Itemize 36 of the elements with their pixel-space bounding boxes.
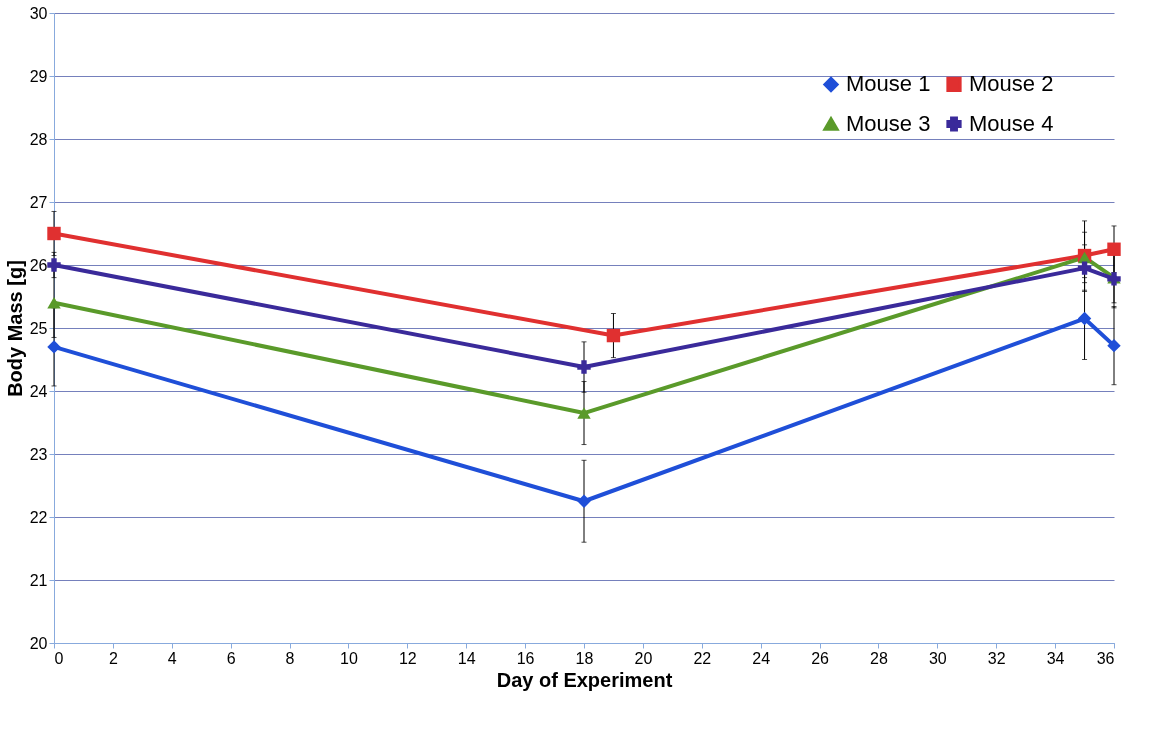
y-tick-label: 20 (29, 634, 48, 652)
y-tick-label: 23 (29, 445, 48, 463)
x-axis-title: Day of Experiment (496, 668, 673, 691)
y-tick-label: 21 (29, 571, 48, 589)
y-tick-label: 30 (29, 4, 48, 22)
y-axis-title: Body Mass [g] (3, 260, 26, 397)
x-tick-label: 16 (516, 649, 535, 667)
y-tick-label: 28 (29, 130, 48, 148)
x-tick-label: 14 (457, 649, 476, 667)
y-tick-label: 27 (29, 193, 48, 211)
y-tick-label: 26 (29, 256, 48, 274)
x-tick-label: 34 (1046, 649, 1065, 667)
legend-label: Mouse 4 (969, 111, 1054, 136)
x-tick-label: 4 (167, 649, 177, 667)
y-tick-label: 22 (29, 508, 48, 526)
x-tick-label: 26 (811, 649, 830, 667)
x-tick-label: 8 (285, 649, 295, 667)
x-tick-label: 24 (752, 649, 771, 667)
x-tick-label: 2 (108, 649, 118, 667)
y-tick-label: 25 (29, 319, 48, 337)
x-tick-label: 28 (870, 649, 888, 667)
x-tick-label: 6 (226, 649, 236, 667)
x-tick-label: 10 (340, 649, 358, 667)
y-tick-label: 24 (29, 382, 48, 400)
legend-label: Mouse 2 (969, 71, 1054, 97)
x-tick-label: 12 (398, 649, 417, 667)
y-tick-label: 29 (29, 67, 48, 85)
x-tick-label: 18 (575, 649, 594, 667)
x-tick-label: 30 (928, 649, 947, 667)
x-tick-label: 0 (54, 649, 64, 667)
legend-label: Mouse 1 (846, 71, 931, 97)
x-tick-label: 20 (634, 649, 653, 667)
legend-label: Mouse 3 (846, 111, 931, 136)
x-tick-label: 36 (1096, 649, 1115, 667)
x-tick-label: 32 (987, 649, 1006, 667)
x-tick-label: 22 (693, 649, 712, 667)
